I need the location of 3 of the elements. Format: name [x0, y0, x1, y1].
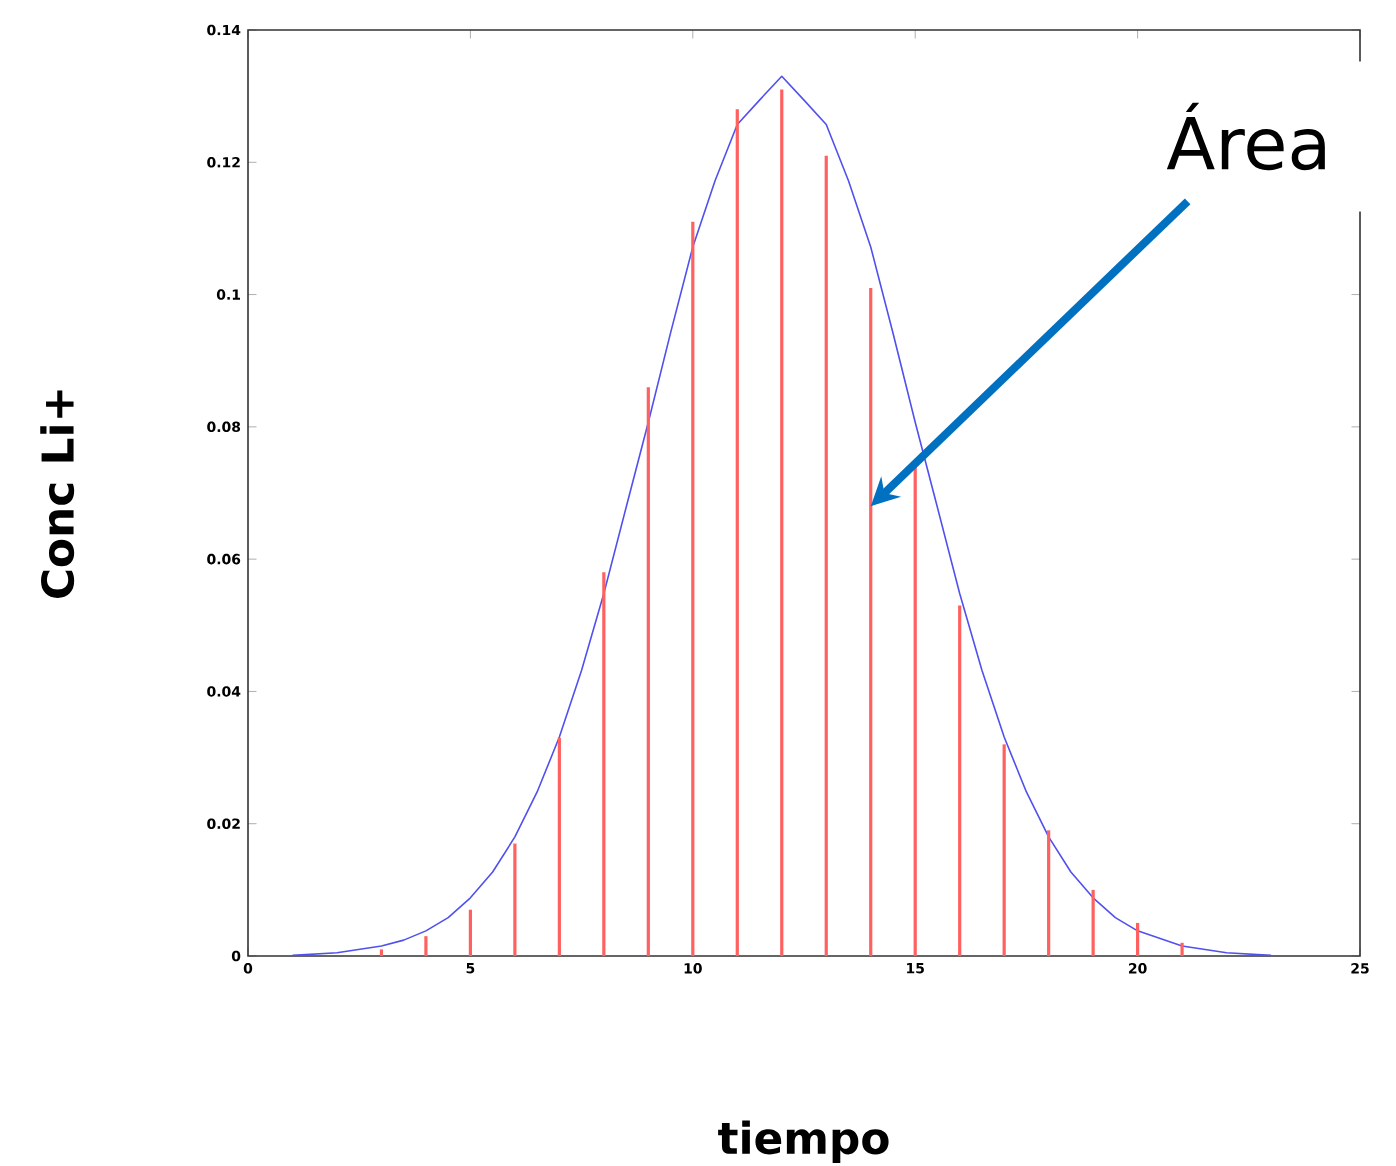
annotation: Área: [1166, 102, 1325, 171]
x-axis-title: tiempo: [718, 1120, 889, 1163]
y-axis-title: Conc Li+: [40, 390, 75, 599]
